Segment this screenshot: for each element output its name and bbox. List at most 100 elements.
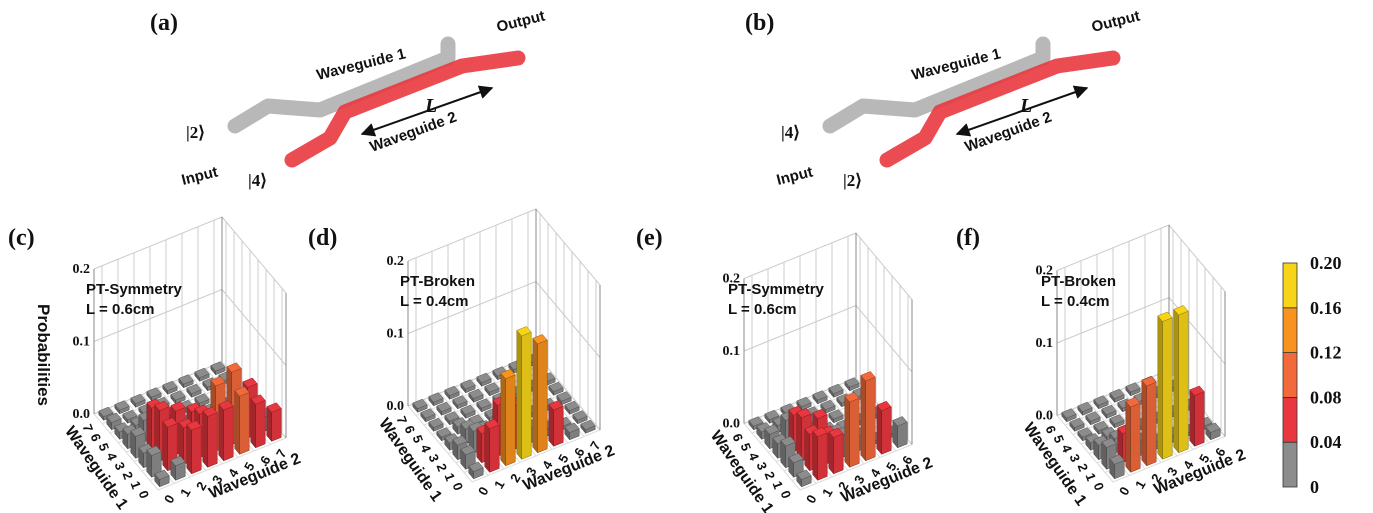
bar-side bbox=[517, 330, 522, 459]
lower-state: |2⟩ bbox=[843, 171, 862, 190]
x-tick-label: 0 bbox=[161, 492, 178, 506]
bar-side bbox=[1126, 401, 1131, 472]
z-tick-label: 0.0 bbox=[73, 407, 91, 422]
y-tick-label: 5 bbox=[96, 441, 113, 453]
bar-front bbox=[554, 406, 564, 446]
z-tick-label: 0.2 bbox=[387, 254, 405, 269]
y-tick-label: 4 bbox=[1059, 443, 1076, 456]
colorbar-bin bbox=[1283, 353, 1297, 398]
y-tick-label: 4 bbox=[418, 443, 435, 456]
y-tick-label: 1 bbox=[442, 471, 459, 483]
colorbar-bin bbox=[1283, 397, 1297, 442]
z-tick-label: 0.0 bbox=[723, 417, 741, 432]
length-label: L bbox=[1019, 95, 1032, 117]
y-tick-label: 3 bbox=[754, 460, 771, 472]
y-tick-label: 2 bbox=[1075, 462, 1092, 474]
bar-front bbox=[490, 425, 500, 472]
bar-side bbox=[251, 399, 256, 448]
z-axis-label: Probabilities bbox=[34, 304, 53, 406]
annotation: PT-Symmetry bbox=[728, 281, 825, 298]
bar-front bbox=[1195, 392, 1205, 447]
y-tick-label: 2 bbox=[434, 462, 451, 474]
panel-label: (d) bbox=[308, 225, 337, 251]
x-tick-label: 0 bbox=[803, 492, 820, 506]
bar-side bbox=[501, 373, 506, 466]
z-tick-label: 0.0 bbox=[387, 399, 405, 414]
bar-side bbox=[1190, 390, 1195, 446]
z-tick-label: 0.2 bbox=[73, 262, 91, 277]
y-tick-label: 5 bbox=[738, 441, 755, 453]
bar-side bbox=[1158, 316, 1163, 459]
bar-front bbox=[522, 332, 532, 459]
x-tick-label: 0 bbox=[475, 484, 492, 498]
length-label: L bbox=[424, 95, 437, 117]
colorbar-tick-label: 0.20 bbox=[1310, 253, 1342, 273]
y-tick-label: 0 bbox=[778, 489, 795, 501]
colorbar-tick-label: 0.12 bbox=[1310, 343, 1342, 363]
lower-state: |4⟩ bbox=[248, 171, 267, 190]
bar-front bbox=[208, 413, 218, 468]
annotation: L = 0.6cm bbox=[86, 301, 155, 318]
bar-front bbox=[898, 422, 908, 448]
bar-side bbox=[235, 391, 240, 455]
annotation: L = 0.4cm bbox=[1041, 293, 1110, 310]
bar-front bbox=[272, 408, 282, 441]
y-tick-label: 3 bbox=[426, 452, 443, 464]
x-tick-label: 1 bbox=[819, 486, 836, 500]
input-label: Input bbox=[180, 164, 220, 189]
annotation: PT-Symmetry bbox=[86, 281, 183, 298]
bar-front bbox=[192, 426, 202, 473]
output-label: Output bbox=[1090, 7, 1142, 35]
panel-label: (b) bbox=[745, 10, 774, 36]
bar-front bbox=[224, 406, 234, 461]
bar-front bbox=[506, 375, 516, 466]
y-tick-label: 0 bbox=[136, 489, 153, 501]
y-tick-label: 3 bbox=[112, 460, 129, 472]
bar-front bbox=[850, 398, 860, 467]
y-tick-label: 5 bbox=[410, 433, 427, 445]
bar-front bbox=[882, 407, 892, 454]
bar-side bbox=[829, 432, 834, 474]
colorbar-bin bbox=[1283, 442, 1297, 487]
colorbar-tick-label: 0 bbox=[1310, 477, 1319, 497]
y-tick-label: 1 bbox=[1083, 471, 1100, 483]
y-tick-label: 6 bbox=[1043, 424, 1060, 436]
bar-side bbox=[163, 422, 168, 471]
y-tick-label: 0 bbox=[450, 481, 467, 493]
panel-label: (f) bbox=[956, 225, 980, 251]
y-tick-label: 2 bbox=[120, 470, 137, 482]
bar-front bbox=[1163, 318, 1173, 460]
bar-side bbox=[1174, 309, 1179, 452]
input-label: Input bbox=[775, 164, 815, 189]
y-tick-label: 5 bbox=[1051, 433, 1068, 445]
x-tick-label: 1 bbox=[177, 486, 194, 500]
y-tick-label: 6 bbox=[88, 432, 105, 444]
bar-front bbox=[866, 377, 876, 461]
bar-side bbox=[813, 431, 818, 480]
bar-side bbox=[845, 396, 850, 467]
colorbar-tick-label: 0.04 bbox=[1310, 432, 1342, 452]
annotation: PT-Broken bbox=[1041, 273, 1116, 290]
panel-label: (c) bbox=[8, 225, 35, 251]
bar-side bbox=[805, 429, 810, 471]
colorbar-tick-label: 0.16 bbox=[1310, 298, 1342, 318]
bar-front bbox=[538, 340, 548, 453]
z-tick-label: 0.0 bbox=[1036, 409, 1054, 424]
upper-state: |2⟩ bbox=[186, 123, 205, 142]
y-tick-label: 1 bbox=[770, 479, 787, 491]
panel-label: (a) bbox=[150, 10, 178, 36]
bar-front bbox=[256, 400, 266, 447]
bar-side bbox=[1142, 380, 1147, 465]
bar-chart: (f)0.00.10.201234560123456Waveguide 2Wav… bbox=[956, 225, 1248, 509]
bar-front bbox=[1131, 403, 1141, 472]
annotation: L = 0.6cm bbox=[728, 301, 797, 318]
y-tick-label: 4 bbox=[746, 451, 763, 464]
y-tick-label: 4 bbox=[104, 451, 121, 464]
bar-front bbox=[1179, 311, 1189, 453]
bar-side bbox=[219, 404, 224, 460]
colorbar-bin bbox=[1283, 308, 1297, 353]
bar-front bbox=[240, 392, 250, 454]
